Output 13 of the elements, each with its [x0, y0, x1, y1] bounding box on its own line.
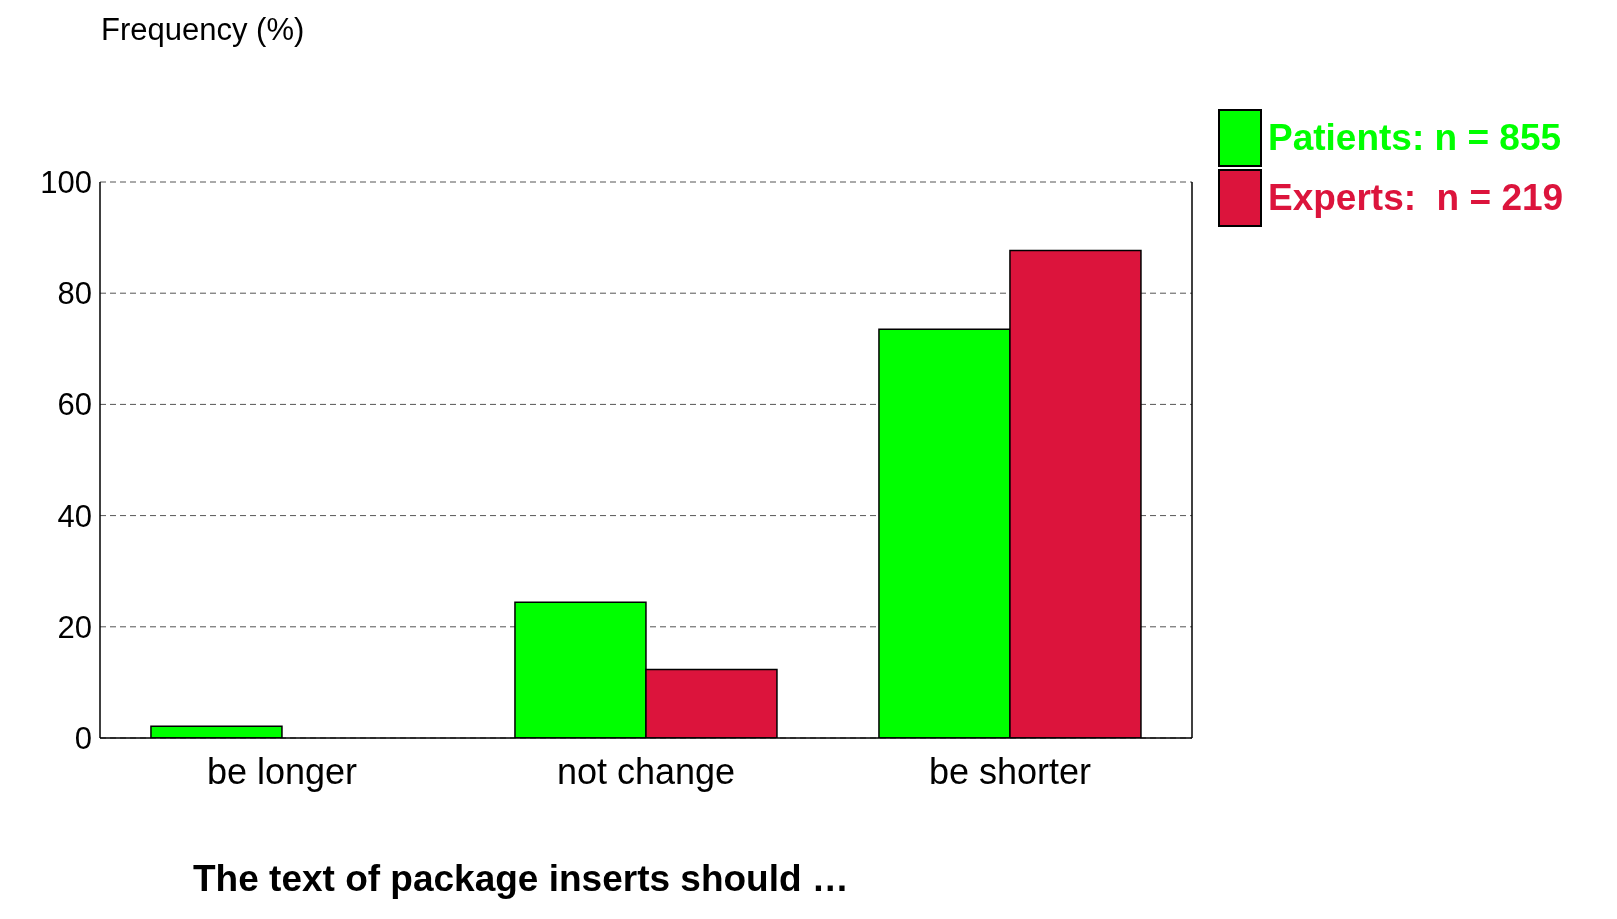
- x-tick-label: be longer: [206, 750, 358, 792]
- y-tick-label: 100: [40, 165, 92, 201]
- legend-label: Experts: n = 219: [1268, 177, 1564, 219]
- x-tick-label: be shorter: [928, 750, 1092, 792]
- legend-label: Patients: n = 855: [1268, 117, 1562, 159]
- y-tick-label: 60: [57, 387, 92, 423]
- y-tick-label: 20: [57, 609, 92, 645]
- y-tick-label: 0: [74, 721, 92, 757]
- y-tick-label: 80: [57, 276, 92, 312]
- x-tick-label: not change: [556, 750, 736, 792]
- x-axis-title: The text of package inserts should …: [193, 858, 849, 900]
- y-axis-title: Frequency (%): [101, 12, 305, 48]
- y-tick-label: 40: [57, 498, 92, 534]
